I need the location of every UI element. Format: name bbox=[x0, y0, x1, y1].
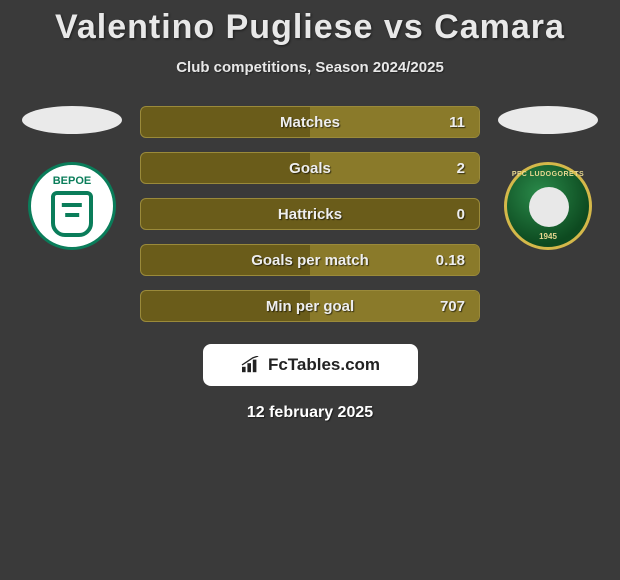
stat-label: Hattricks bbox=[205, 206, 415, 223]
stat-value-right: 707 bbox=[415, 298, 465, 315]
stat-label: Min per goal bbox=[205, 298, 415, 315]
stat-value-right: 11 bbox=[415, 114, 465, 131]
team-right-badge: PFC LUDOGORETS 1945 bbox=[504, 162, 592, 250]
chart-icon bbox=[240, 356, 262, 374]
player-left-avatar-placeholder bbox=[22, 106, 122, 134]
player-right-avatar-placeholder bbox=[498, 106, 598, 134]
stat-row: Min per goal707 bbox=[140, 290, 480, 322]
stat-row: Goals2 bbox=[140, 152, 480, 184]
stat-value-right: 0 bbox=[415, 206, 465, 223]
brand-text: FcTables.com bbox=[268, 355, 380, 375]
subtitle: Club competitions, Season 2024/2025 bbox=[0, 59, 620, 76]
page-title: Valentino Pugliese vs Camara bbox=[0, 0, 620, 47]
shield-icon bbox=[51, 191, 93, 237]
brand-link[interactable]: FcTables.com bbox=[203, 344, 418, 386]
player-right-column: PFC LUDOGORETS 1945 bbox=[498, 106, 598, 250]
stat-row: Goals per match0.18 bbox=[140, 244, 480, 276]
stats-list: Matches11 Goals2 Hattricks0 Goals per match… bbox=[140, 106, 480, 322]
stat-label: Goals per match bbox=[205, 252, 415, 269]
stat-value-right: 0.18 bbox=[415, 252, 465, 269]
team-left-badge-text: BEPOE bbox=[51, 176, 93, 187]
stat-row: Hattricks0 bbox=[140, 198, 480, 230]
team-right-badge-text-top: PFC LUDOGORETS bbox=[507, 171, 589, 178]
stat-label: Goals bbox=[205, 160, 415, 177]
comparison-content: BEPOE Matches11 Goals2 Hattricks0 Goals per… bbox=[0, 106, 620, 322]
team-left-badge: BEPOE bbox=[28, 162, 116, 250]
stat-label: Matches bbox=[205, 114, 415, 131]
stat-value-right: 2 bbox=[415, 160, 465, 177]
team-right-badge-text-bottom: 1945 bbox=[507, 232, 589, 241]
stat-row: Matches11 bbox=[140, 106, 480, 138]
player-left-column: BEPOE bbox=[22, 106, 122, 250]
footer-date: 12 february 2025 bbox=[0, 404, 620, 422]
